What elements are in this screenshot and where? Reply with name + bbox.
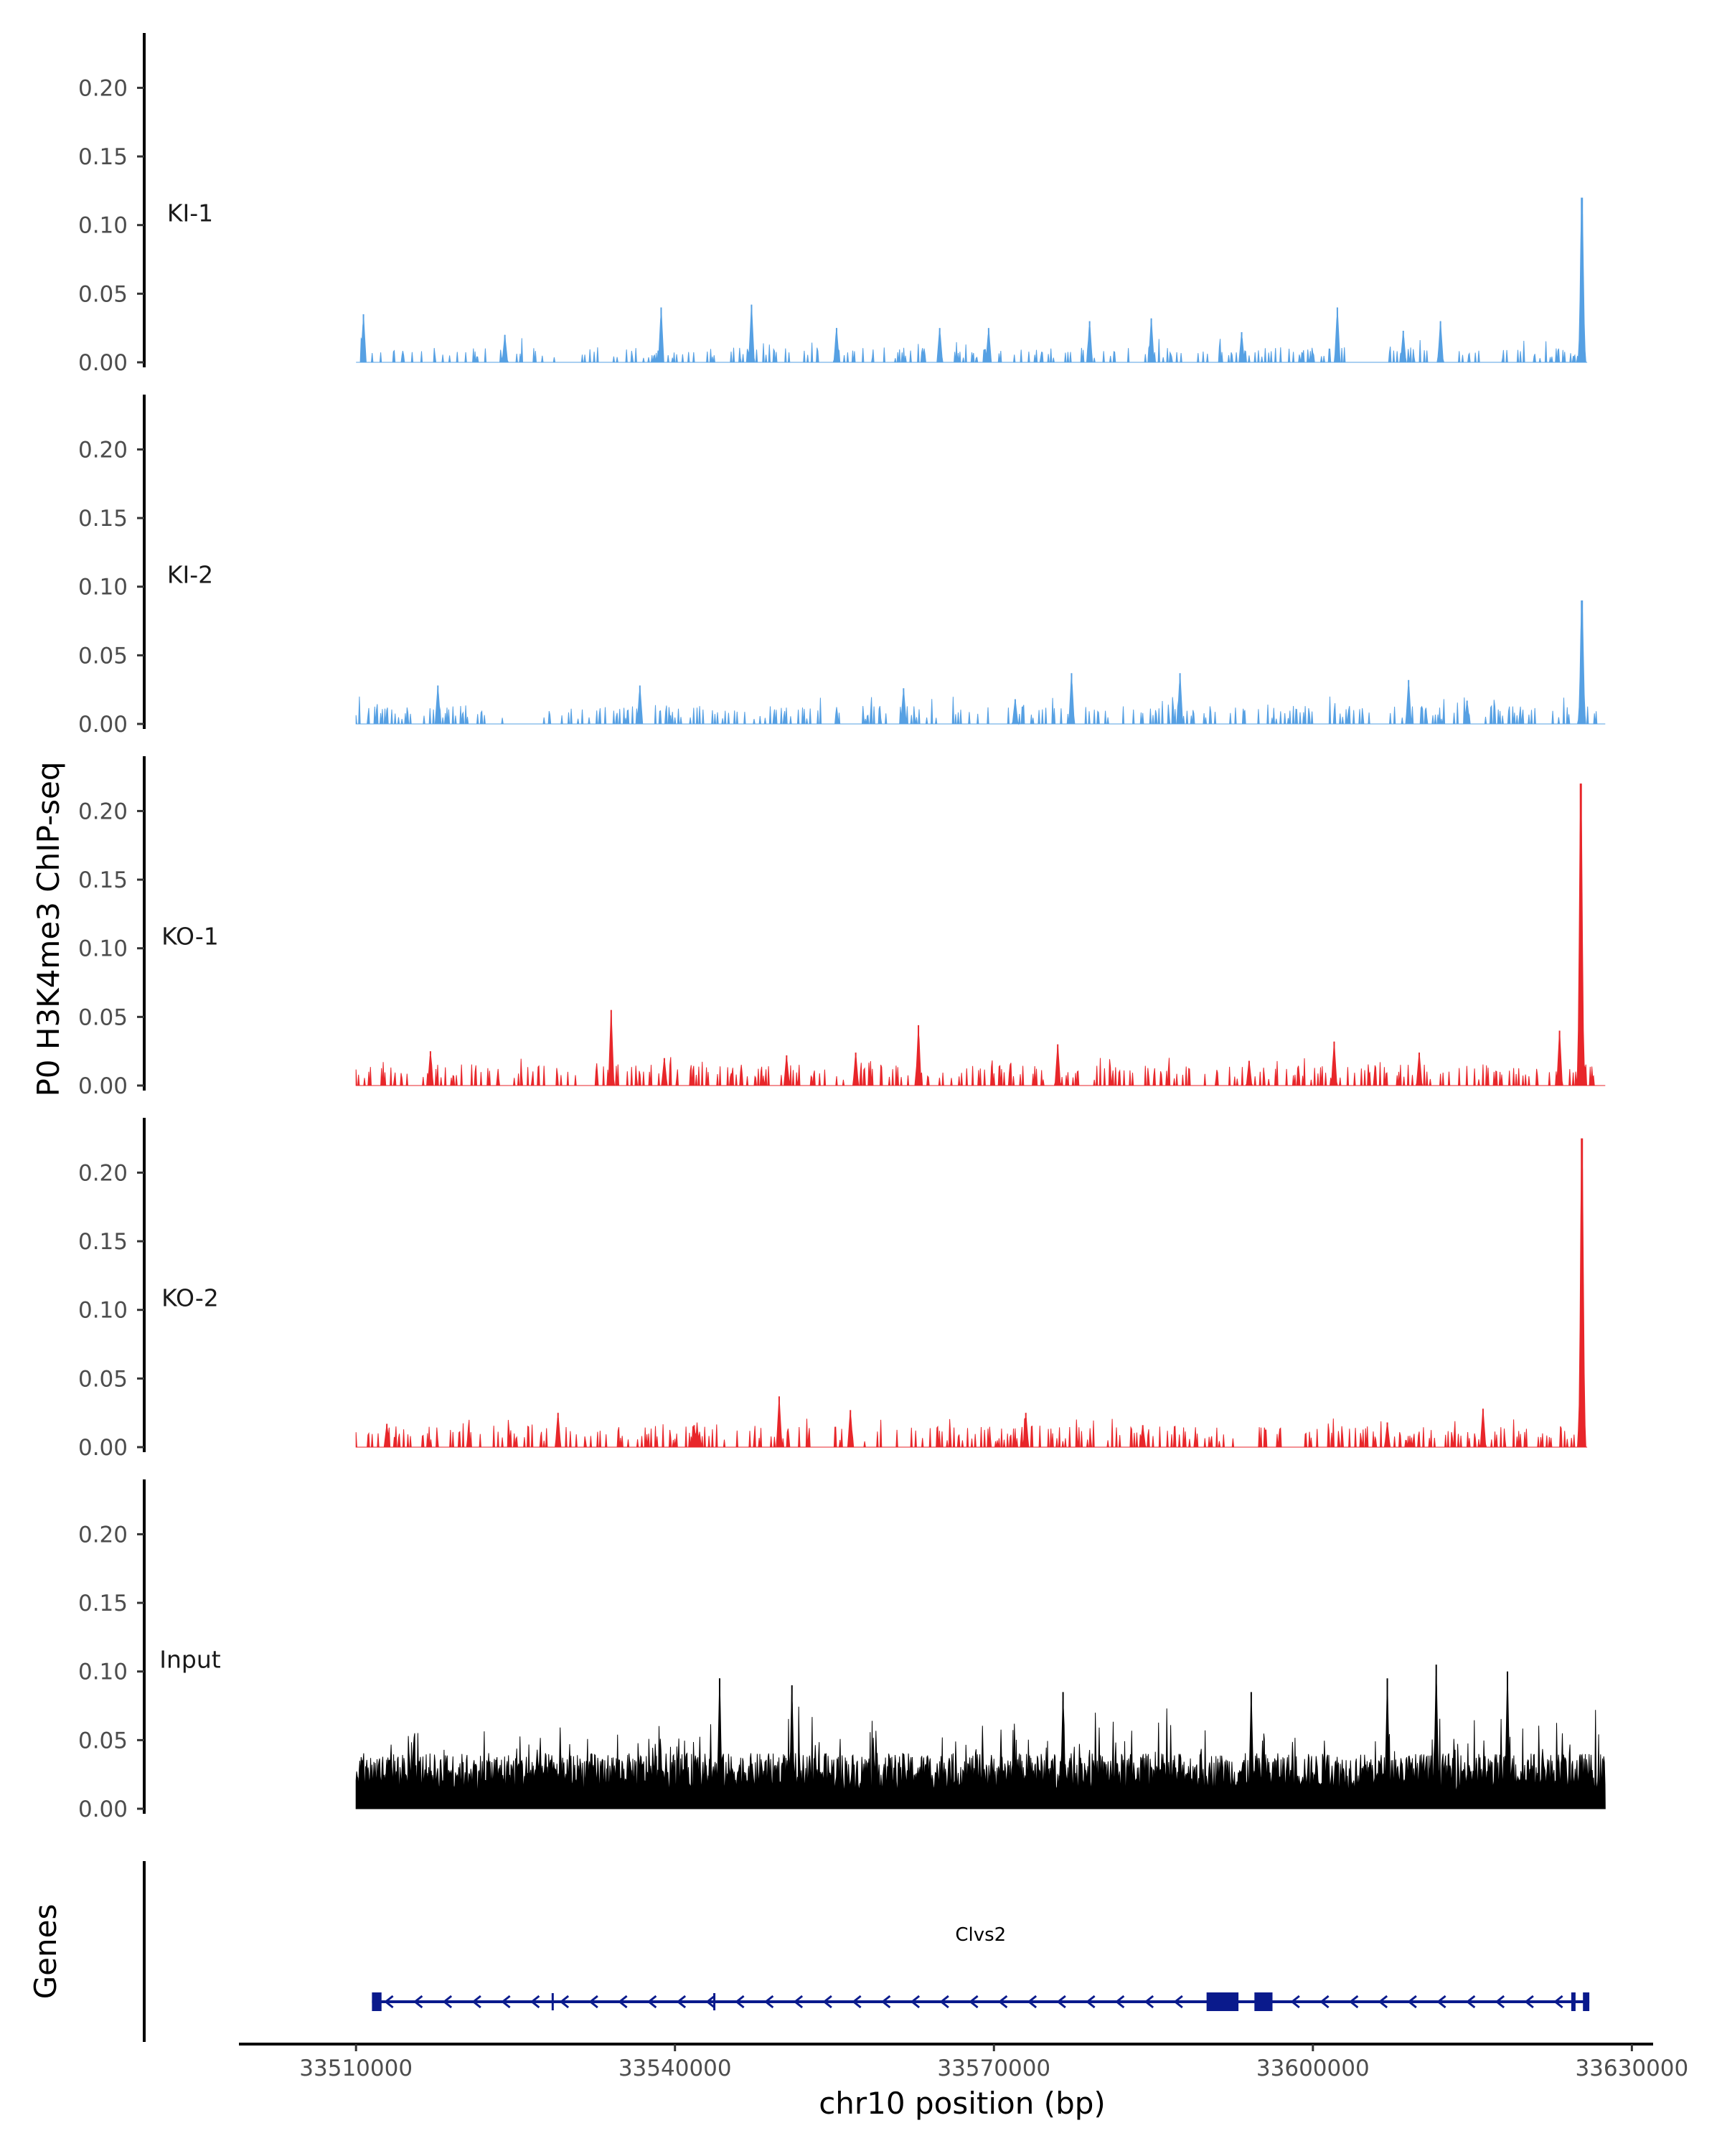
strand-arrow <box>1290 1995 1300 2009</box>
track-label: Input <box>159 1645 221 1673</box>
track-input: 0.00 0.05 0.10 0.15 0.20 Input <box>78 1479 1606 1822</box>
strand-arrow <box>969 1995 979 2009</box>
y-tick-label: 0.15 <box>78 1591 128 1616</box>
track-ko-1: 0.00 0.05 0.10 0.15 0.20 KO-1 <box>78 756 1606 1099</box>
track-label: KI-2 <box>167 560 213 588</box>
x-tick-label: 33570000 <box>937 2056 1050 2081</box>
strand-arrow <box>1465 1995 1476 2009</box>
y-tick-label: 0.00 <box>78 350 128 376</box>
x-axis-title: chr10 position (bp) <box>819 2086 1106 2121</box>
y-tick-label: 0.20 <box>78 75 128 101</box>
strand-arrow <box>1553 1995 1563 2009</box>
y-tick-label: 0.10 <box>78 1298 128 1324</box>
x-tick-label: 33600000 <box>1256 2056 1370 2081</box>
strand-arrow <box>1056 1995 1066 2009</box>
gene-exon <box>1583 1992 1590 2011</box>
strand-arrow <box>939 1995 949 2009</box>
strand-arrow <box>735 1995 745 2009</box>
signal-area <box>355 1141 1588 1448</box>
strand-arrow <box>559 1995 570 2009</box>
y-tick-label: 0.00 <box>78 1435 128 1461</box>
signal-area <box>355 1671 1606 1809</box>
gene-track: Genes Clvs2 <box>28 1861 1590 2042</box>
track-label: KO-2 <box>161 1284 219 1312</box>
strand-arrow <box>1086 1995 1096 2009</box>
strand-arrow <box>1173 1995 1183 2009</box>
x-tick-label: 33630000 <box>1575 2056 1688 2081</box>
signal-area <box>355 601 1606 725</box>
y-tick-label: 0.10 <box>78 575 128 601</box>
y-axis-title: P0 H3K4me3 ChIP-seq <box>31 761 66 1096</box>
strand-arrow <box>384 1995 394 2009</box>
gene-exon <box>1254 1992 1273 2011</box>
strand-arrow <box>1495 1995 1505 2009</box>
strand-arrow <box>618 1995 628 2009</box>
y-tick-label: 0.20 <box>78 799 128 824</box>
track-ki-1: 0.00 0.05 0.10 0.15 0.20 KI-1 <box>78 33 1588 376</box>
strand-arrow <box>852 1995 862 2009</box>
strand-arrow <box>1348 1995 1359 2009</box>
strand-arrow <box>822 1995 832 2009</box>
strand-arrow <box>910 1995 921 2009</box>
track-label: KI-1 <box>167 199 213 227</box>
y-tick-label: 0.15 <box>78 506 128 532</box>
gene-exon <box>372 1992 382 2011</box>
strand-arrow <box>793 1995 804 2009</box>
gene-exon <box>1206 1992 1239 2011</box>
strand-arrow <box>705 1995 715 2009</box>
track-ki-2: 0.00 0.05 0.10 0.15 0.20 KI-2 <box>78 395 1606 738</box>
strand-arrow <box>501 1995 511 2009</box>
strand-arrow <box>997 1995 1008 2009</box>
strand-arrow <box>588 1995 598 2009</box>
y-tick-label: 0.05 <box>78 1366 128 1392</box>
strand-arrow <box>442 1995 453 2009</box>
gene-exon <box>1571 1992 1576 2011</box>
strand-arrow <box>646 1995 657 2009</box>
strand-arrow <box>1378 1995 1388 2009</box>
strand-arrow <box>1436 1995 1446 2009</box>
strand-arrow <box>471 1995 481 2009</box>
strand-arrow <box>530 1995 540 2009</box>
strand-arrow <box>676 1995 687 2009</box>
x-tick-label: 33540000 <box>618 2056 732 2081</box>
y-tick-label: 0.15 <box>78 144 128 170</box>
y-tick-label: 0.05 <box>78 643 128 669</box>
y-tick-label: 0.15 <box>78 1229 128 1255</box>
y-tick-label: 0.00 <box>78 712 128 738</box>
y-tick-label: 0.10 <box>78 213 128 239</box>
strand-arrow <box>1524 1995 1534 2009</box>
y-tick-label: 0.10 <box>78 1660 128 1685</box>
strand-arrow <box>1407 1995 1417 2009</box>
y-tick-label: 0.05 <box>78 1004 128 1030</box>
y-tick-label: 0.20 <box>78 1522 128 1548</box>
y-tick-label: 0.00 <box>78 1073 128 1099</box>
y-tick-label: 0.15 <box>78 867 128 893</box>
strand-arrow <box>880 1995 891 2009</box>
signal-area <box>355 783 1606 1086</box>
track-label: KO-1 <box>161 922 219 950</box>
strand-arrow <box>1319 1995 1330 2009</box>
gene-name-label: Clvs2 <box>955 1924 1006 1946</box>
y-tick-label: 0.20 <box>78 1160 128 1186</box>
y-tick-label: 0.05 <box>78 281 128 307</box>
genes-axis-title: Genes <box>28 1904 63 2000</box>
x-tick-label: 33510000 <box>299 2056 413 2081</box>
signal-area <box>356 199 1588 363</box>
track-ko-2: 0.00 0.05 0.10 0.15 0.20 KO-2 <box>78 1118 1588 1461</box>
strand-arrow <box>1114 1995 1125 2009</box>
strand-arrow <box>1144 1995 1154 2009</box>
strand-arrow <box>763 1995 774 2009</box>
y-tick-label: 0.00 <box>78 1797 128 1822</box>
y-tick-label: 0.10 <box>78 936 128 962</box>
x-axis: 33510000 33540000 33570000 33600000 33630000… <box>239 2043 1688 2121</box>
y-tick-label: 0.20 <box>78 437 128 463</box>
strand-arrow <box>1027 1995 1038 2009</box>
strand-arrow <box>413 1995 423 2009</box>
y-tick-label: 0.05 <box>78 1728 128 1753</box>
